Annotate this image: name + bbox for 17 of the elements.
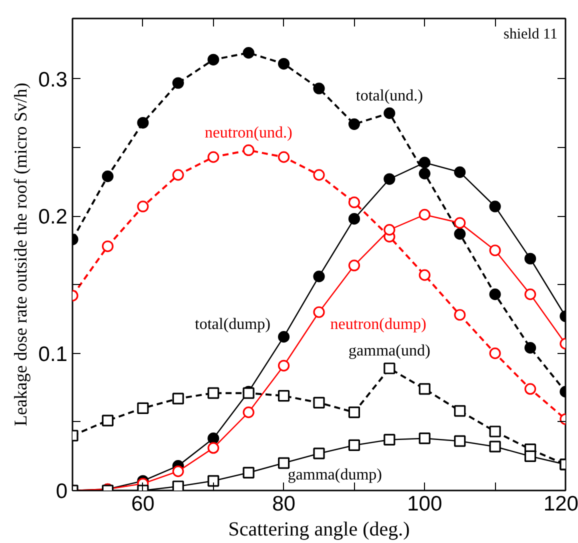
- x-tick-label: 100: [407, 492, 442, 516]
- x-axis-title: Scattering angle (deg.): [228, 518, 410, 540]
- series-label: gamma(dump): [288, 466, 382, 484]
- y-tick-label: 0: [56, 480, 68, 503]
- x-tick-label: 120: [543, 492, 578, 516]
- series-label: neutron(dump): [330, 316, 426, 333]
- annotation: shield 11: [503, 26, 558, 42]
- series-label: gamma(und): [348, 342, 430, 360]
- x-tick-label: 80: [272, 492, 296, 516]
- x-tick-label: 60: [131, 492, 155, 516]
- y-axis-title: Leakage dose rate outside the roof (micro Sv/h): [10, 82, 30, 426]
- series-label: total(dump): [194, 316, 270, 334]
- y-tick-label: 0.3: [38, 68, 68, 92]
- series-label: total(und.): [356, 87, 423, 104]
- series-label: neutron(und.): [204, 124, 292, 142]
- y-tick-label: 0.1: [38, 342, 68, 366]
- y-tick-label: 0.2: [38, 206, 68, 229]
